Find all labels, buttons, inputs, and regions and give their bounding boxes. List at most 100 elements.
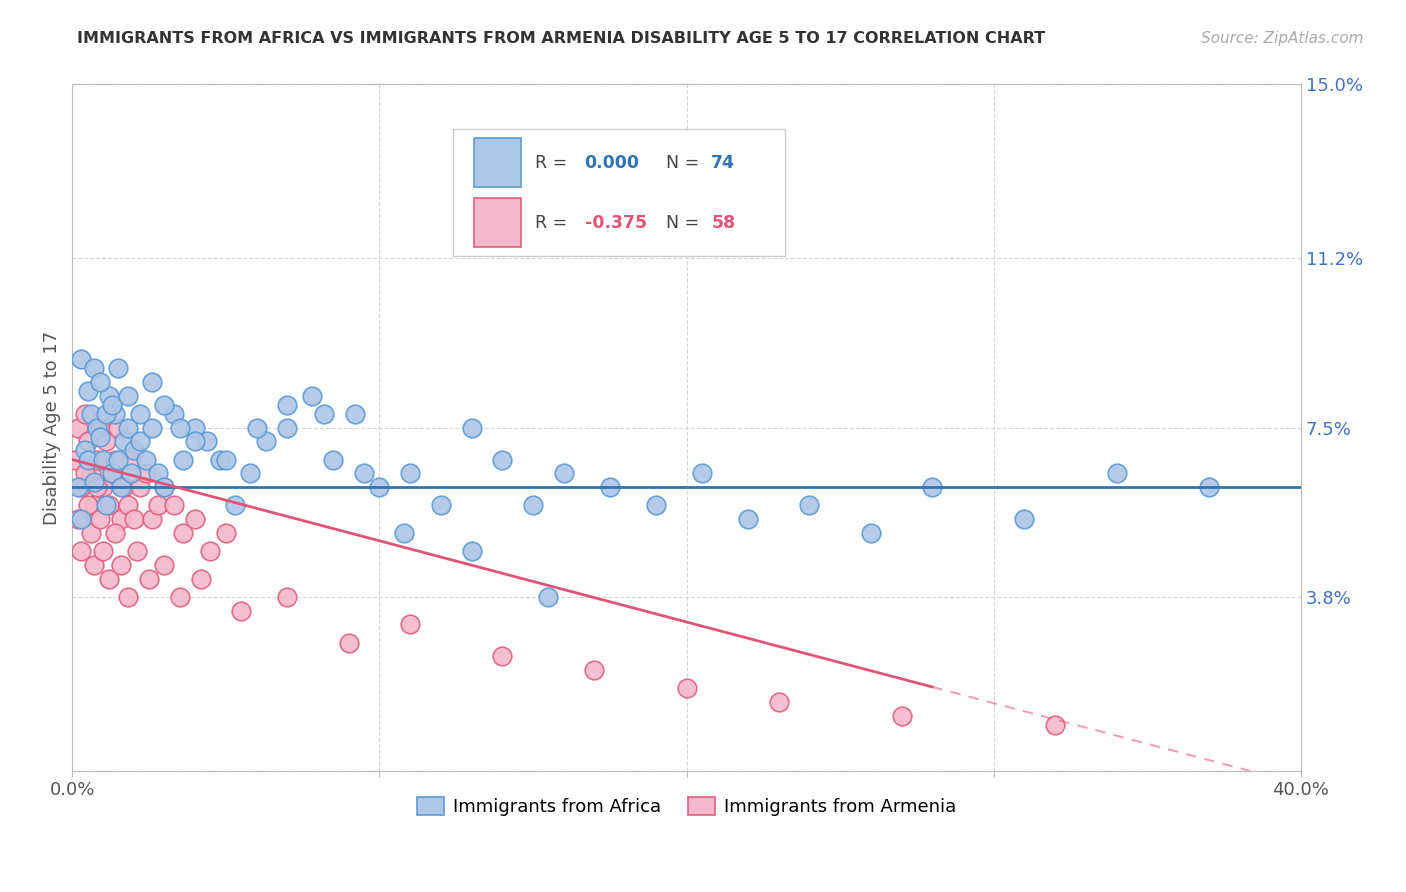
- Point: [120, 452, 142, 467]
- Point: [522, 499, 544, 513]
- Point: [314, 407, 336, 421]
- Point: [148, 467, 170, 481]
- Point: [117, 388, 139, 402]
- Point: [153, 480, 176, 494]
- Point: [107, 361, 129, 376]
- Point: [184, 420, 207, 434]
- Point: [890, 708, 912, 723]
- FancyBboxPatch shape: [474, 137, 520, 187]
- Point: [276, 590, 298, 604]
- Point: [737, 512, 759, 526]
- Point: [73, 443, 96, 458]
- Point: [76, 384, 98, 398]
- Point: [215, 452, 238, 467]
- Point: [859, 525, 882, 540]
- Point: [94, 407, 117, 421]
- Point: [245, 420, 267, 434]
- Point: [583, 663, 606, 677]
- Point: [94, 434, 117, 449]
- Point: [1198, 480, 1220, 494]
- Point: [122, 443, 145, 458]
- Point: [135, 452, 157, 467]
- Point: [83, 475, 105, 490]
- Point: [67, 480, 90, 494]
- Y-axis label: Disability Age 5 to 17: Disability Age 5 to 17: [44, 330, 60, 524]
- Point: [110, 480, 132, 494]
- FancyBboxPatch shape: [474, 198, 520, 247]
- Point: [73, 407, 96, 421]
- Point: [70, 480, 93, 494]
- Point: [107, 420, 129, 434]
- Text: IMMIGRANTS FROM AFRICA VS IMMIGRANTS FROM ARMENIA DISABILITY AGE 5 TO 17 CORRELA: IMMIGRANTS FROM AFRICA VS IMMIGRANTS FRO…: [77, 31, 1046, 46]
- FancyBboxPatch shape: [453, 129, 785, 256]
- Point: [353, 467, 375, 481]
- Point: [644, 499, 666, 513]
- Point: [83, 558, 105, 572]
- Point: [117, 590, 139, 604]
- Point: [83, 361, 105, 376]
- Point: [138, 572, 160, 586]
- Point: [98, 388, 121, 402]
- Point: [120, 467, 142, 481]
- Point: [172, 452, 194, 467]
- Point: [184, 512, 207, 526]
- Point: [101, 467, 124, 481]
- Text: N =: N =: [665, 153, 704, 171]
- Point: [79, 407, 101, 421]
- Text: Source: ZipAtlas.com: Source: ZipAtlas.com: [1201, 31, 1364, 46]
- Point: [128, 434, 150, 449]
- Point: [254, 434, 277, 449]
- Point: [200, 544, 222, 558]
- Point: [368, 480, 391, 494]
- Point: [276, 420, 298, 434]
- Point: [65, 452, 87, 467]
- Point: [98, 499, 121, 513]
- Point: [104, 407, 127, 421]
- Point: [337, 635, 360, 649]
- Point: [153, 480, 176, 494]
- Point: [107, 452, 129, 467]
- Text: -0.375: -0.375: [585, 213, 647, 232]
- Point: [89, 375, 111, 389]
- Point: [491, 649, 513, 664]
- Text: R =: R =: [536, 213, 574, 232]
- Point: [114, 480, 136, 494]
- Point: [117, 420, 139, 434]
- Point: [117, 499, 139, 513]
- Point: [399, 617, 422, 632]
- Point: [460, 544, 482, 558]
- Point: [343, 407, 366, 421]
- Point: [128, 480, 150, 494]
- Text: 74: 74: [711, 153, 735, 171]
- Point: [110, 512, 132, 526]
- Point: [91, 544, 114, 558]
- Legend: Immigrants from Africa, Immigrants from Armenia: Immigrants from Africa, Immigrants from …: [409, 790, 963, 823]
- Point: [768, 695, 790, 709]
- Point: [86, 480, 108, 494]
- Point: [114, 434, 136, 449]
- Text: 58: 58: [711, 213, 735, 232]
- Point: [1105, 467, 1128, 481]
- Point: [430, 499, 453, 513]
- Point: [91, 480, 114, 494]
- Text: R =: R =: [536, 153, 574, 171]
- Point: [89, 512, 111, 526]
- Point: [553, 467, 575, 481]
- Point: [172, 525, 194, 540]
- Point: [169, 420, 191, 434]
- Point: [104, 452, 127, 467]
- Point: [208, 452, 231, 467]
- Text: N =: N =: [665, 213, 704, 232]
- Point: [128, 407, 150, 421]
- Point: [231, 603, 253, 617]
- Point: [491, 452, 513, 467]
- Point: [76, 434, 98, 449]
- Point: [675, 681, 697, 696]
- Point: [86, 452, 108, 467]
- Point: [79, 467, 101, 481]
- Point: [195, 434, 218, 449]
- Point: [70, 512, 93, 526]
- Point: [141, 420, 163, 434]
- Point: [148, 499, 170, 513]
- Point: [599, 480, 621, 494]
